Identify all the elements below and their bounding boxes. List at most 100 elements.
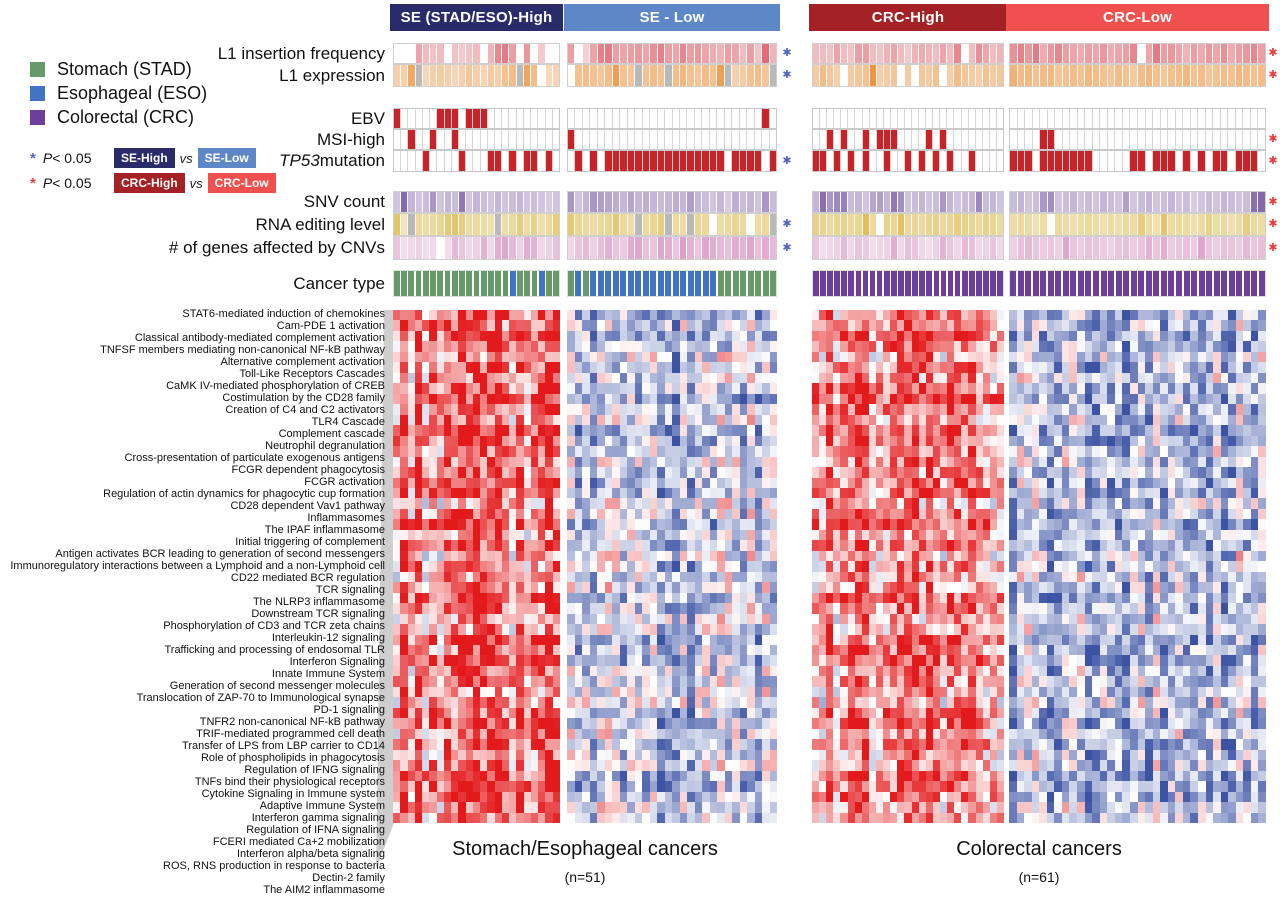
heatmap-cell: [747, 362, 755, 373]
heatmap-cell: [925, 582, 933, 593]
heatmap-cell: [996, 362, 1004, 373]
annotation-cell: [466, 271, 473, 296]
heatmap-cell: [897, 802, 905, 813]
heatmap-cell: [854, 571, 862, 583]
annotation-cell: [897, 109, 904, 128]
heatmap-cell: [487, 718, 495, 729]
heatmap-cell: [612, 592, 620, 604]
heatmap-cell: [642, 467, 650, 478]
heatmap-cell: [545, 802, 553, 813]
heatmap-cell: [904, 791, 912, 803]
pathway-label: Cam-PDE 1 activation: [276, 320, 385, 332]
heatmap-cell: [465, 425, 473, 436]
annotation-cell: [1107, 65, 1115, 86]
heatmap-cell: [589, 341, 597, 352]
heatmap-cell: [819, 425, 827, 436]
heatmap-cell: [443, 320, 452, 331]
heatmap-cell: [861, 414, 869, 426]
annotation-cell: [933, 44, 940, 63]
pathway-label: ROS, RNS production in response to bacte…: [163, 860, 385, 872]
heatmap-cell: [664, 718, 672, 729]
heatmap-cell: [747, 477, 755, 488]
heatmap-cell: [897, 477, 905, 488]
heatmap-cell: [968, 634, 976, 646]
heatmap-cell: [523, 665, 531, 677]
annotation-cell: [702, 65, 709, 86]
annotation-cell: [940, 192, 947, 212]
heatmap-cell: [436, 519, 444, 530]
heatmap-cell: [407, 310, 415, 321]
heatmap-cell: [890, 477, 898, 488]
heatmap-cell: [932, 770, 940, 782]
heatmap-cell: [932, 404, 940, 415]
heatmap-cell: [634, 571, 642, 583]
heatmap-cell: [754, 435, 762, 447]
heatmap-cell: [545, 393, 553, 405]
heatmap-cell: [897, 330, 905, 342]
annotation-cell: [1213, 192, 1220, 212]
heatmap-cell: [754, 749, 762, 761]
heatmap-cell: [487, 467, 495, 478]
heatmap-cell: [739, 330, 747, 342]
heatmap-cell: [1122, 310, 1130, 321]
heatmap-cell: [530, 414, 539, 426]
heatmap-cell: [552, 645, 560, 656]
heatmap-cell: [961, 414, 969, 426]
heatmap-cell: [1114, 310, 1123, 321]
heatmap-cell: [932, 372, 940, 384]
annotation-cell: [820, 44, 827, 63]
annotation-cell: [590, 214, 597, 235]
annotation-cell: [855, 44, 862, 63]
heatmap-cell: [612, 414, 620, 426]
heatmap-cell: [847, 718, 855, 729]
heatmap-cell: [443, 571, 452, 583]
heatmap-cell: [472, 341, 481, 352]
heatmap-cell: [975, 508, 983, 520]
annotation-cell: [813, 65, 820, 86]
heatmap-cell: [897, 665, 905, 677]
heatmap-cell: [847, 603, 855, 614]
heatmap-cell: [702, 508, 710, 520]
heatmap-cell: [472, 592, 481, 604]
heatmap-cell: [709, 425, 717, 436]
annotation-cell: [488, 271, 494, 296]
heatmap-cell: [883, 749, 891, 761]
heatmap-cell: [747, 802, 755, 813]
heatmap-cell: [436, 707, 444, 719]
heatmap-cell: [400, 812, 408, 823]
annotation-cell: [702, 214, 709, 235]
heatmap-cell: [509, 697, 517, 708]
heatmap-cell: [465, 749, 473, 761]
heatmap-cell: [890, 613, 898, 625]
heatmap-cell: [679, 519, 687, 530]
heatmap-cell: [657, 686, 665, 698]
heatmap-cell: [436, 446, 444, 457]
heatmap-cell: [918, 351, 926, 363]
heatmap-cell: [407, 446, 415, 457]
heatmap-cell: [649, 718, 657, 729]
heatmap-cell: [472, 425, 481, 436]
heatmap-cell: [567, 330, 575, 342]
heatmap-cell: [604, 613, 612, 625]
heatmap-cell: [451, 791, 459, 803]
heatmap-cell: [883, 310, 891, 321]
heatmap-cell: [890, 519, 898, 530]
vs-label: vs: [189, 175, 203, 191]
heatmap-cell: [501, 561, 510, 572]
heatmap-cell: [672, 634, 680, 646]
heatmap-cell: [702, 477, 710, 488]
heatmap-cell: [451, 728, 459, 740]
annotation-cell: [883, 214, 890, 235]
heatmap-cell: [487, 341, 495, 352]
annotation-cell: [552, 130, 559, 149]
heatmap-cell: [422, 487, 430, 499]
track-label-part: TP53: [279, 151, 320, 170]
heatmap-cell: [954, 446, 962, 457]
heatmap-cell: [687, 718, 695, 729]
heatmap-cell: [523, 435, 531, 447]
heatmap-cell: [597, 760, 605, 771]
heatmap-cell: [422, 446, 430, 457]
heatmap-cell: [724, 351, 732, 363]
heatmap-cell: [407, 665, 415, 677]
heatmap-cell: [694, 655, 702, 666]
